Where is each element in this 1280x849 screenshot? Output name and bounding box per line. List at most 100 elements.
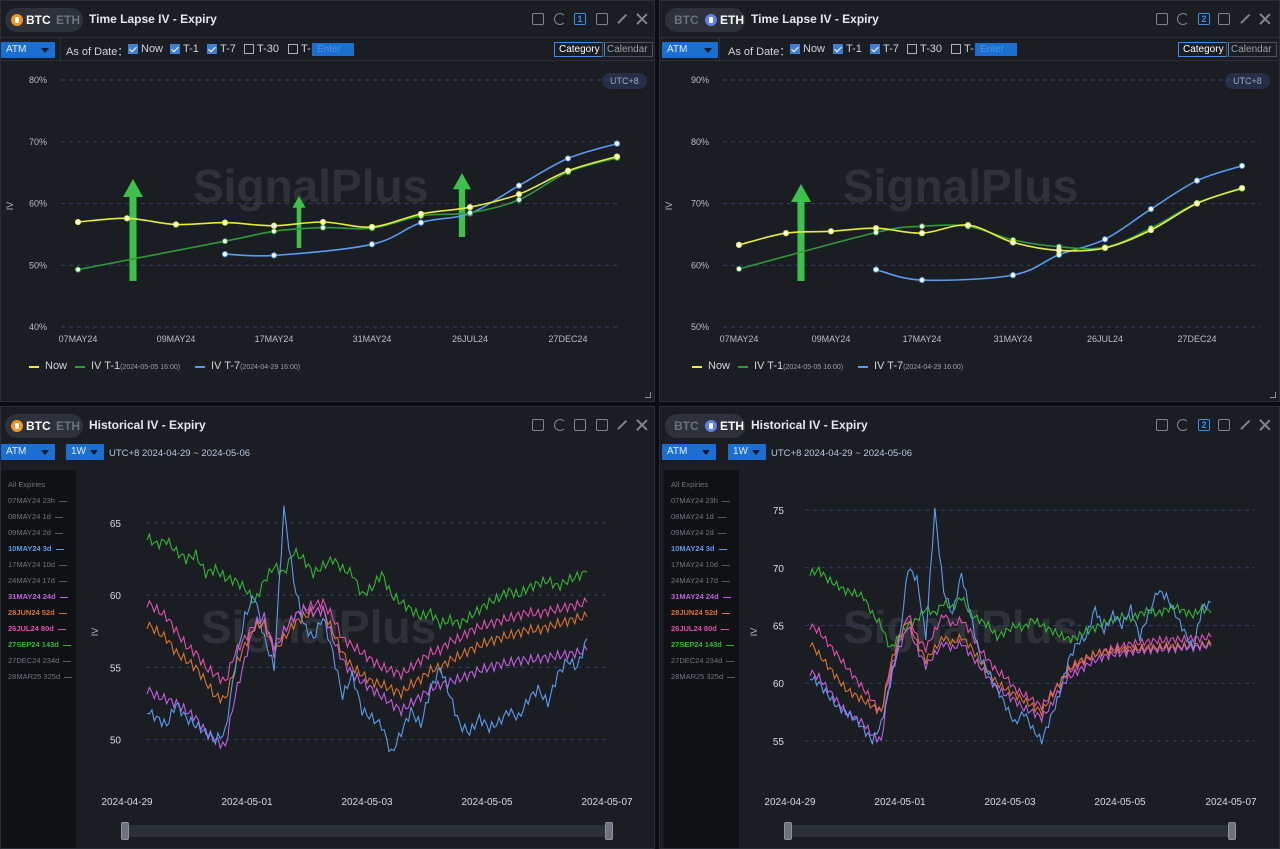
expiry-item[interactable]: 24MAY24 17d <box>8 576 67 585</box>
mode-dropdown[interactable]: ATM <box>662 42 718 58</box>
expiry-item[interactable]: 28MAR25 325d <box>8 672 73 681</box>
window-dropdown[interactable]: 1W <box>728 444 766 460</box>
tab-btc[interactable]: BTC <box>26 13 51 27</box>
time-range-slider[interactable] <box>784 822 1236 840</box>
tab-eth[interactable]: ETH <box>56 13 80 27</box>
legend-t1[interactable]: IV T-1(2024-05-05 16:00) <box>738 360 843 372</box>
resize-handle[interactable] <box>645 392 651 398</box>
custom-days-input[interactable]: Enter <box>312 43 354 56</box>
series-line <box>77 155 618 228</box>
data-point <box>1193 200 1201 207</box>
panel-number-badge[interactable]: 2 <box>1198 13 1210 25</box>
expiry-item[interactable]: 28MAR25 325d <box>671 672 736 681</box>
calendar-button[interactable]: Calendar <box>1226 42 1277 57</box>
series-swatch <box>720 628 729 630</box>
tab-eth[interactable]: ETH <box>56 419 80 433</box>
x-tick-label: 26JUL24 <box>452 334 488 344</box>
checkbox-custom[interactable]: T- <box>951 43 974 55</box>
calendar-button[interactable]: Calendar <box>602 42 653 57</box>
expiry-item[interactable]: 26JUL24 80d <box>671 624 729 633</box>
external-link-icon[interactable] <box>532 13 544 25</box>
expiry-item[interactable]: 09MAY24 2d <box>671 528 726 537</box>
category-button[interactable]: Category <box>1178 42 1229 57</box>
checkbox-t30[interactable]: T-30 <box>907 43 942 55</box>
duplicate-icon[interactable] <box>1218 419 1230 431</box>
refresh-icon[interactable] <box>1177 13 1189 25</box>
series-line <box>875 165 1243 282</box>
expiry-item[interactable]: 27DEC24 234d <box>671 656 735 665</box>
x-tick-label: 07MAY24 <box>720 334 759 344</box>
expiry-item[interactable]: 08MAY24 1d <box>671 512 726 521</box>
expiry-item[interactable]: 07MAY24 23h <box>8 496 67 505</box>
expiry-label: 27DEC24 234d <box>8 656 60 665</box>
refresh-icon[interactable] <box>1177 419 1189 431</box>
expiry-item[interactable]: 28JUN24 52d <box>8 608 67 617</box>
custom-days-input[interactable]: Enter <box>975 43 1017 56</box>
legend-now[interactable]: Now <box>29 360 67 372</box>
expiry-item[interactable]: 07MAY24 23h <box>671 496 730 505</box>
duplicate-icon[interactable] <box>1218 13 1230 25</box>
expiry-item[interactable]: 26JUL24 80d <box>8 624 66 633</box>
tab-btc[interactable]: BTC <box>26 419 51 433</box>
external-link-icon[interactable] <box>1156 13 1168 25</box>
tab-btc[interactable]: BTC <box>674 13 699 27</box>
window-dropdown[interactable]: 1W <box>66 444 104 460</box>
checkbox-t7[interactable]: T-7 <box>207 43 236 55</box>
mode-dropdown[interactable]: ATM <box>662 444 716 460</box>
expiry-item[interactable]: 10MAY24 3d <box>8 544 64 553</box>
data-point <box>918 276 926 284</box>
checkbox-t1[interactable]: T-1 <box>833 43 862 55</box>
expiry-item[interactable]: 24MAY24 17d <box>671 576 730 585</box>
data-point <box>564 155 572 162</box>
time-range-slider[interactable] <box>121 822 613 840</box>
expiry-item[interactable]: All Expiries <box>671 480 708 489</box>
external-link-icon[interactable] <box>532 419 544 431</box>
duplicate-icon[interactable] <box>596 13 608 25</box>
expiry-item[interactable]: All Expiries <box>8 480 45 489</box>
legend-t1[interactable]: IV T-1(2024-05-05 16:00) <box>75 360 180 372</box>
expiry-item[interactable]: 27DEC24 234d <box>8 656 72 665</box>
tab-btc[interactable]: BTC <box>674 419 699 433</box>
external-link-icon[interactable] <box>1156 419 1168 431</box>
expiry-item[interactable]: 08MAY24 1d <box>8 512 63 521</box>
checkbox-t30[interactable]: T-30 <box>244 43 279 55</box>
legend-t7[interactable]: IV T-7(2024-04-29 16:00) <box>195 360 300 372</box>
expiry-item[interactable]: 17MAY24 10d <box>8 560 67 569</box>
slider-handle-left[interactable] <box>121 822 129 840</box>
legend-now[interactable]: Now <box>692 360 730 372</box>
duplicate-icon[interactable] <box>596 419 608 431</box>
mode-dropdown[interactable]: ATM <box>1 444 55 460</box>
slider-handle-right[interactable] <box>605 822 613 840</box>
tab-eth[interactable]: ETH <box>720 419 744 433</box>
resize-handle[interactable] <box>1270 392 1276 398</box>
expiry-item[interactable]: 31MAY24 24d <box>8 592 68 601</box>
refresh-icon[interactable] <box>554 13 566 25</box>
checkbox-custom[interactable]: T- <box>288 43 311 55</box>
iv-term-structure-chart: 50% 60% 70% 80% 90% IV 07MAY24 09MAY24 17MAY24 31… <box>664 75 1260 344</box>
expiry-item[interactable]: 10MAY24 3d <box>671 544 727 553</box>
panel-number-badge[interactable]: 2 <box>1198 419 1210 431</box>
checkbox-t1[interactable]: T-1 <box>170 43 199 55</box>
expiry-item[interactable]: 31MAY24 24d <box>671 592 731 601</box>
x-tick-label: 17MAY24 <box>903 334 942 344</box>
mode-dropdown[interactable]: ATM <box>1 42 55 58</box>
checkbox-t7[interactable]: T-7 <box>870 43 899 55</box>
legend-t7[interactable]: IV T-7(2024-04-29 16:00) <box>858 360 963 372</box>
checkbox-now[interactable]: Now <box>128 43 163 55</box>
slider-handle-right[interactable] <box>1228 822 1236 840</box>
expiry-label: All Expiries <box>671 480 709 489</box>
expiry-item[interactable]: 28JUN24 52d <box>671 608 730 617</box>
category-button[interactable]: Category <box>554 42 605 57</box>
folder-icon[interactable] <box>574 419 586 431</box>
tab-eth[interactable]: ETH <box>720 13 744 27</box>
expiry-item[interactable]: 27SEP24 143d <box>671 640 734 649</box>
checkbox-now[interactable]: Now <box>790 43 825 55</box>
refresh-icon[interactable] <box>554 419 566 431</box>
panel-number-badge[interactable]: 1 <box>574 13 586 25</box>
data-point <box>872 266 880 273</box>
slider-handle-left[interactable] <box>784 822 792 840</box>
expiry-item[interactable]: 09MAY24 2d <box>8 528 63 537</box>
expiry-item[interactable]: 17MAY24 10d <box>671 560 730 569</box>
series-swatch <box>58 564 67 566</box>
expiry-item[interactable]: 27SEP24 143d <box>8 640 71 649</box>
